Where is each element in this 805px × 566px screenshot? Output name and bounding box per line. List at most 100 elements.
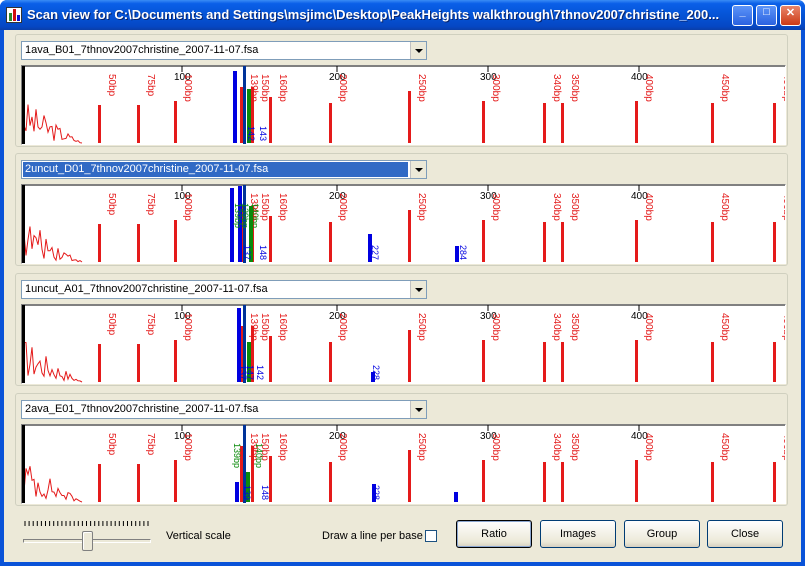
peak-label: 139bp	[240, 203, 250, 228]
size-marker-peak	[711, 462, 714, 502]
size-marker-label: 75bp	[145, 313, 156, 336]
size-marker-label: 450bp	[719, 433, 730, 461]
size-marker-peak	[561, 342, 564, 382]
size-marker-label: 400bp	[643, 313, 654, 341]
sample-peak	[249, 206, 253, 262]
size-marker-peak	[543, 222, 546, 262]
slider-ticks	[24, 521, 149, 526]
size-marker-label: 340bp	[551, 313, 562, 341]
sample-peak	[235, 482, 239, 502]
size-marker-label: 50bp	[106, 193, 117, 216]
size-marker-peak	[635, 220, 638, 262]
size-marker-peak	[711, 342, 714, 382]
title-bar[interactable]: Scan view for C:\Documents and Settings\…	[0, 0, 805, 30]
cursor-bar[interactable]	[243, 305, 246, 383]
size-marker-peak	[482, 101, 485, 143]
trace-view-2[interactable]: 100 200 300 400 50bp 75bp 100bp 139bp 150bp 160bp…	[21, 184, 786, 264]
file-select-3[interactable]: 1uncut_A01_7thnov2007christine_2007-11-0…	[21, 280, 427, 299]
primer-peak	[22, 425, 25, 503]
chevron-down-icon[interactable]	[410, 401, 426, 418]
size-marker-peak	[711, 103, 714, 143]
cursor-bar[interactable]	[243, 66, 246, 144]
file-select-4[interactable]: 2ava_E01_7thnov2007christine_2007-11-07.…	[21, 400, 427, 419]
sample-peak	[455, 246, 459, 262]
size-marker-peak	[240, 87, 243, 143]
noise-trace	[23, 466, 83, 503]
size-marker-peak	[251, 326, 254, 382]
size-marker-peak	[773, 103, 776, 143]
size-marker-label: 300bp	[490, 193, 501, 221]
scale-tick-label: 100	[174, 311, 191, 322]
size-marker-peak	[635, 460, 638, 502]
size-marker-peak	[635, 101, 638, 143]
scan-panel-2: 2uncut_D01_7thnov2007christine_2007-11-0…	[15, 153, 788, 266]
size-marker-label: 400bp	[643, 433, 654, 461]
close-button[interactable]: Close	[707, 520, 783, 548]
slider-thumb[interactable]	[81, 531, 93, 551]
size-marker-peak	[137, 464, 140, 502]
file-select-2[interactable]: 2uncut_D01_7thnov2007christine_2007-11-0…	[21, 160, 427, 179]
sample-peak	[233, 71, 237, 143]
size-marker-peak	[773, 462, 776, 502]
ratio-button[interactable]: Ratio	[456, 520, 532, 548]
sample-peak	[247, 89, 251, 143]
size-marker-peak	[269, 456, 272, 502]
size-marker-peak	[561, 222, 564, 262]
chevron-down-icon[interactable]	[410, 281, 426, 298]
peak-label: 284	[458, 245, 468, 260]
size-marker-peak	[635, 340, 638, 382]
size-marker-peak	[174, 220, 177, 262]
peak-label: 139	[242, 485, 252, 500]
size-marker-peak	[482, 460, 485, 502]
scale-tick-label: 400	[631, 191, 648, 202]
draw-line-checkbox[interactable]	[425, 530, 437, 542]
size-marker-peak	[98, 224, 101, 262]
sample-peak	[230, 188, 234, 262]
size-marker-label: 50bp	[106, 433, 117, 456]
peak-label: 139bp	[232, 443, 242, 468]
size-marker-label: 160bp	[277, 74, 288, 102]
maximize-button[interactable]: □	[756, 5, 777, 26]
vertical-scale-slider[interactable]	[23, 520, 151, 552]
size-marker-label: 400bp	[643, 193, 654, 221]
group-button[interactable]: Group	[624, 520, 700, 548]
file-select-1[interactable]: 1ava_B01_7thnov2007christine_2007-11-07.…	[21, 41, 427, 60]
size-marker-label: 490bp	[781, 74, 785, 102]
peak-label: 137	[242, 245, 252, 260]
size-marker-peak	[137, 105, 140, 143]
peak-label: 228	[371, 365, 381, 380]
cursor-bar[interactable]	[243, 425, 246, 503]
close-window-button[interactable]: ✕	[780, 5, 801, 26]
cursor-bar[interactable]	[243, 185, 246, 263]
chevron-down-icon[interactable]	[410, 161, 426, 178]
size-marker-label: 300bp	[490, 433, 501, 461]
images-button[interactable]: Images	[540, 520, 616, 548]
trace-view-4[interactable]: 100 200 300 400 50bp 75bp 100bp 139bp 150bp 160bp…	[21, 424, 786, 504]
minimize-button[interactable]: _	[732, 5, 753, 26]
file-select-2-value: 2uncut_D01_7thnov2007christine_2007-11-0…	[23, 162, 408, 177]
peak-label: 227	[370, 245, 380, 260]
peak-label: 139bp	[233, 203, 243, 228]
size-marker-peak	[98, 344, 101, 382]
trace-view-1[interactable]: 10020030040050bp75bp100bp139bp150bp160bp…	[21, 65, 786, 145]
size-marker-peak	[408, 91, 411, 143]
draw-line-label: Draw a line per base	[322, 530, 423, 542]
size-marker-label: 200bp	[337, 74, 348, 102]
size-marker-label: 100bp	[182, 433, 193, 461]
window-title: Scan view for C:\Documents and Settings\…	[27, 7, 720, 22]
size-marker-label: 350bp	[569, 74, 580, 102]
chevron-down-icon[interactable]	[410, 42, 426, 59]
size-marker-label: 200bp	[337, 193, 348, 221]
sample-peak	[237, 308, 241, 382]
trace-view-3[interactable]: 10020030040050bp75bp100bp139bp150bp160bp…	[21, 304, 786, 384]
peak-label: 142	[255, 365, 265, 380]
sample-peak	[368, 234, 372, 262]
size-marker-peak	[543, 342, 546, 382]
scale-tick-label: 100	[174, 191, 191, 202]
size-marker-peak	[329, 103, 332, 143]
sample-peak	[372, 484, 376, 502]
size-marker-label: 490bp	[781, 313, 785, 341]
size-marker-peak	[137, 344, 140, 382]
size-marker-label: 490bp	[781, 433, 785, 461]
scan-panel-1: 1ava_B01_7thnov2007christine_2007-11-07.…	[15, 34, 788, 147]
